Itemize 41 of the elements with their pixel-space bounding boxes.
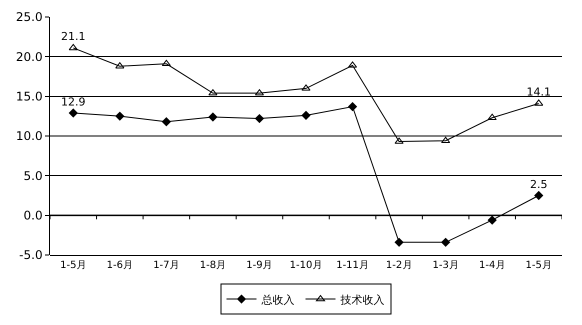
legend-label: 总收入	[260, 293, 294, 306]
x-tick-label: 1-6月	[106, 260, 133, 271]
x-tick-label: 1-5月	[526, 260, 552, 271]
point	[441, 238, 450, 247]
data-label: 21.1	[61, 30, 86, 43]
point	[348, 61, 358, 68]
y-tick-label: 15.0	[16, 90, 43, 104]
point	[441, 136, 450, 144]
point	[301, 84, 311, 91]
data-label: 12.9	[61, 95, 86, 108]
point	[394, 238, 404, 247]
point	[162, 60, 171, 66]
point	[534, 191, 544, 200]
y-tick-label: -5.0	[19, 248, 43, 262]
x-tick-label: 1-2月	[386, 260, 412, 271]
y-tick-label: 20.0	[16, 50, 43, 64]
y-tick-label: 5.0	[24, 168, 43, 183]
point	[68, 44, 78, 50]
data-label: 2.5	[530, 178, 548, 191]
point	[302, 110, 310, 120]
x-tick-label: 1-3月	[432, 260, 459, 271]
point	[162, 117, 171, 126]
x-tick-label: 1-4月	[479, 260, 506, 271]
y-tick-label: 0.0	[24, 208, 43, 223]
x-tick-label: 1-9月	[246, 260, 273, 271]
x-tick-label: 1-5月	[60, 260, 86, 271]
y-tick-label: 25.0	[16, 10, 43, 24]
point	[348, 102, 357, 112]
point	[255, 114, 264, 123]
point	[68, 108, 78, 118]
y-tick-label: 10.0	[16, 129, 43, 144]
point	[115, 112, 124, 121]
point	[208, 112, 218, 122]
data-label: 14.1	[526, 85, 551, 98]
x-tick-label: 1-8月	[200, 260, 226, 271]
x-tick-label: 1-11月	[336, 260, 369, 271]
point	[534, 99, 544, 106]
legend-label: 技术收入	[340, 293, 384, 306]
x-tick-label: 1-10月	[290, 260, 322, 271]
point	[488, 216, 497, 224]
x-tick-label: 1-7月	[153, 260, 180, 271]
